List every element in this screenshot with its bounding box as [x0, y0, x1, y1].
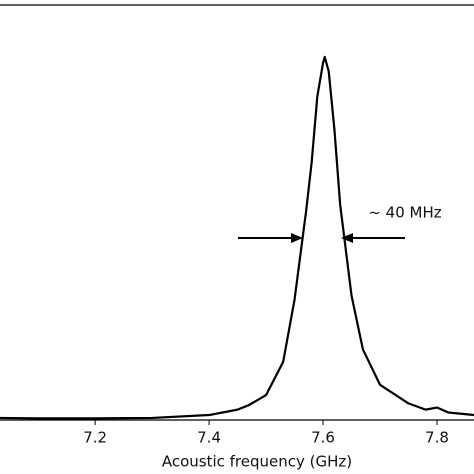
x-tick-label: 7.8	[425, 429, 449, 447]
x-tick-label: 7.6	[311, 429, 335, 447]
width-arrows	[238, 233, 405, 243]
x-tick-label: 7.4	[197, 429, 221, 447]
annotation: ~ 40 MHz	[368, 204, 441, 222]
data-line	[0, 55, 474, 420]
x-tick-label: 7.2	[83, 429, 107, 447]
x-axis-label: Acoustic frequency (GHz)	[162, 453, 352, 471]
